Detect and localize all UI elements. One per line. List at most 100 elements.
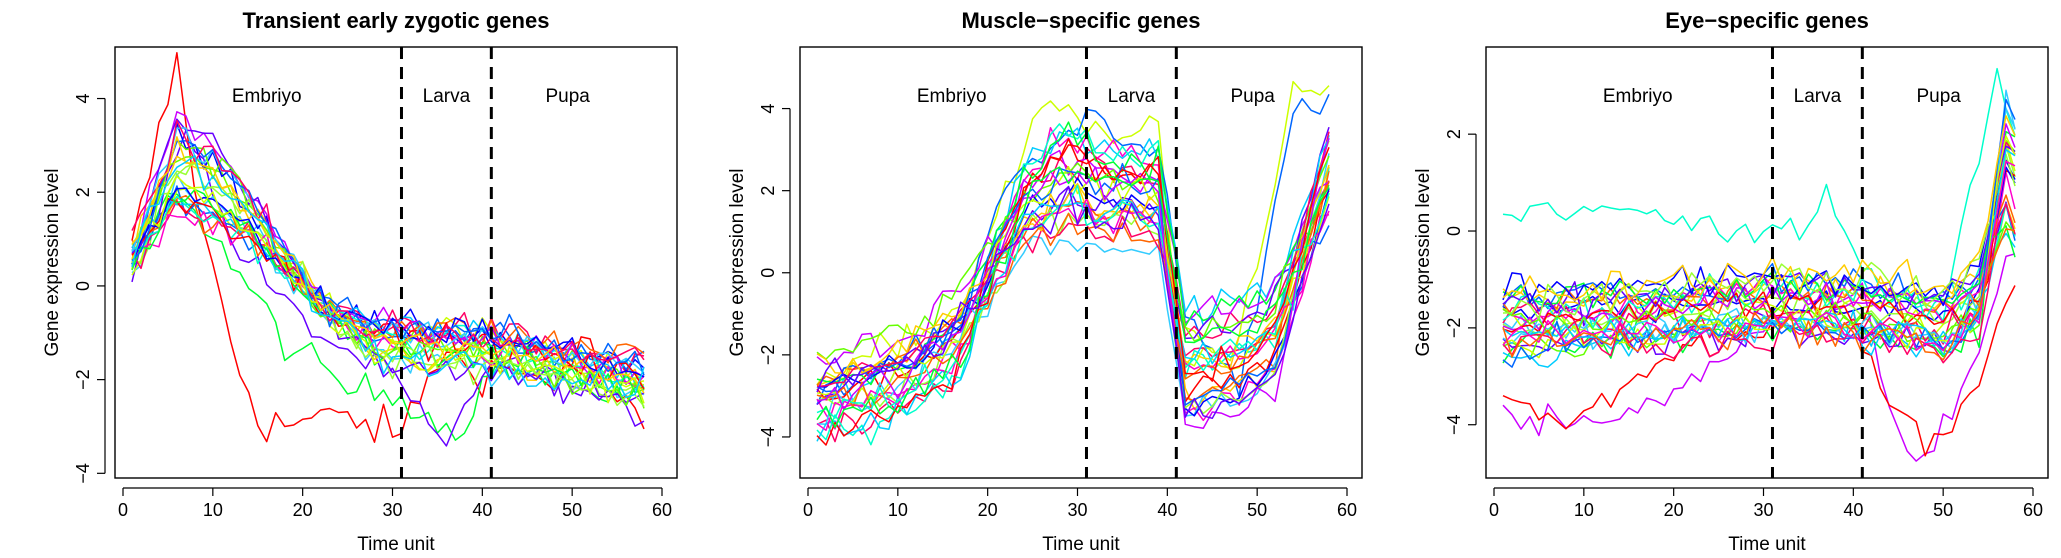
x-tick-label: 60 [2023, 500, 2043, 520]
series-line [131, 194, 645, 364]
series-line [816, 80, 1330, 386]
y-axis-label: Gene expression level [42, 169, 63, 357]
stage-label: Embriyo [232, 86, 302, 107]
x-axis-label: Time unit [1728, 534, 1806, 555]
series-line [816, 155, 1330, 360]
series-line [1502, 169, 2016, 333]
y-tick-label: 2 [758, 186, 778, 196]
series-line [131, 199, 645, 375]
series-line [131, 119, 645, 364]
series-line [131, 175, 645, 404]
x-tick-label: 50 [1933, 500, 1953, 520]
series-line [131, 156, 645, 407]
x-tick-label: 20 [1664, 500, 1684, 520]
stage-label: Larva [423, 86, 471, 107]
x-tick-label: 10 [888, 500, 908, 520]
y-tick-label: −2 [1444, 318, 1464, 339]
y-tick-label: 0 [758, 268, 778, 278]
chart-panel-2: Muscle−specific genes Embriyo Larva Pupa 0 10… [727, 8, 1363, 555]
series-line [816, 140, 1330, 415]
plot-frame [1485, 46, 2049, 479]
series-line [1502, 115, 2016, 301]
series-line [1502, 253, 2016, 462]
x-tick-label: 0 [1489, 500, 1499, 520]
y-tick-label: −2 [758, 345, 778, 366]
x-tick-label: 60 [1337, 500, 1357, 520]
x-tick-label: 30 [1753, 500, 1773, 520]
series-line [1502, 166, 2016, 307]
series-line [816, 121, 1330, 386]
series-line [1502, 148, 2016, 348]
series-group [1502, 67, 2016, 462]
series-line [816, 123, 1330, 446]
series-line [816, 197, 1330, 432]
y-tick-label: 0 [1444, 226, 1464, 236]
y-axis-label: Gene expression level [727, 169, 748, 357]
y-tick-label: −4 [758, 427, 778, 448]
series-line [131, 185, 645, 371]
series-line [131, 136, 645, 394]
series-line [1502, 98, 2016, 368]
series-line [1502, 202, 2016, 311]
x-axis-label: Time unit [357, 534, 435, 555]
y-tick-label: 2 [1444, 129, 1464, 139]
series-line [816, 181, 1330, 409]
series-line [816, 149, 1330, 365]
series-line [131, 154, 645, 399]
series-line [816, 153, 1330, 426]
x-tick-label: 50 [562, 500, 582, 520]
x-tick-label: 20 [293, 500, 313, 520]
panel-title: Eye−specific genes [1665, 8, 1869, 33]
series-line [1502, 201, 2016, 356]
panel-title: Transient early zygotic genes [243, 8, 550, 33]
series-line [1502, 160, 2016, 352]
plot-frame [799, 46, 1363, 479]
series-line [816, 144, 1330, 446]
x-tick-label: 30 [1067, 500, 1087, 520]
x-tick-label: 20 [978, 500, 998, 520]
x-tick-label: 0 [803, 500, 813, 520]
series-line [1502, 228, 2016, 361]
series-group [816, 80, 1330, 446]
series-group [131, 52, 645, 447]
stage-label: Larva [1794, 86, 1842, 107]
series-line [1502, 285, 2016, 457]
series-line [1502, 145, 2016, 327]
y-tick-label: −4 [1444, 414, 1464, 435]
x-tick-label: 60 [652, 500, 672, 520]
x-tick-label: 10 [203, 500, 223, 520]
series-line [816, 185, 1330, 420]
panel-title: Muscle−specific genes [961, 8, 1200, 33]
series-line [816, 166, 1330, 429]
series-line [816, 177, 1330, 417]
x-axis-label: Time unit [1042, 534, 1120, 555]
y-tick-label: 2 [73, 187, 93, 197]
x-tick-label: 10 [1574, 500, 1594, 520]
stage-label: Pupa [1230, 86, 1275, 107]
stage-label: Embriyo [917, 86, 987, 107]
stage-label: Pupa [1916, 86, 1961, 107]
x-tick-label: 40 [472, 500, 492, 520]
series-line [131, 127, 645, 374]
series-line [816, 138, 1330, 442]
series-line [816, 164, 1330, 374]
y-tick-label: 4 [73, 94, 93, 104]
x-tick-label: 50 [1247, 500, 1267, 520]
y-axis-label: Gene expression level [1413, 169, 1434, 357]
x-tick-label: 0 [118, 500, 128, 520]
series-line [1502, 203, 2016, 364]
series-line [816, 162, 1330, 406]
x-tick-label: 30 [382, 500, 402, 520]
x-tick-label: 40 [1157, 500, 1177, 520]
stage-label: Larva [1108, 86, 1156, 107]
x-tick-label: 40 [1843, 500, 1863, 520]
stage-label: Pupa [545, 86, 590, 107]
y-tick-label: −4 [73, 463, 93, 484]
plot-frame [114, 46, 678, 479]
series-line [131, 139, 645, 409]
series-line [131, 195, 645, 384]
series-line [816, 131, 1330, 388]
series-line [816, 184, 1330, 419]
